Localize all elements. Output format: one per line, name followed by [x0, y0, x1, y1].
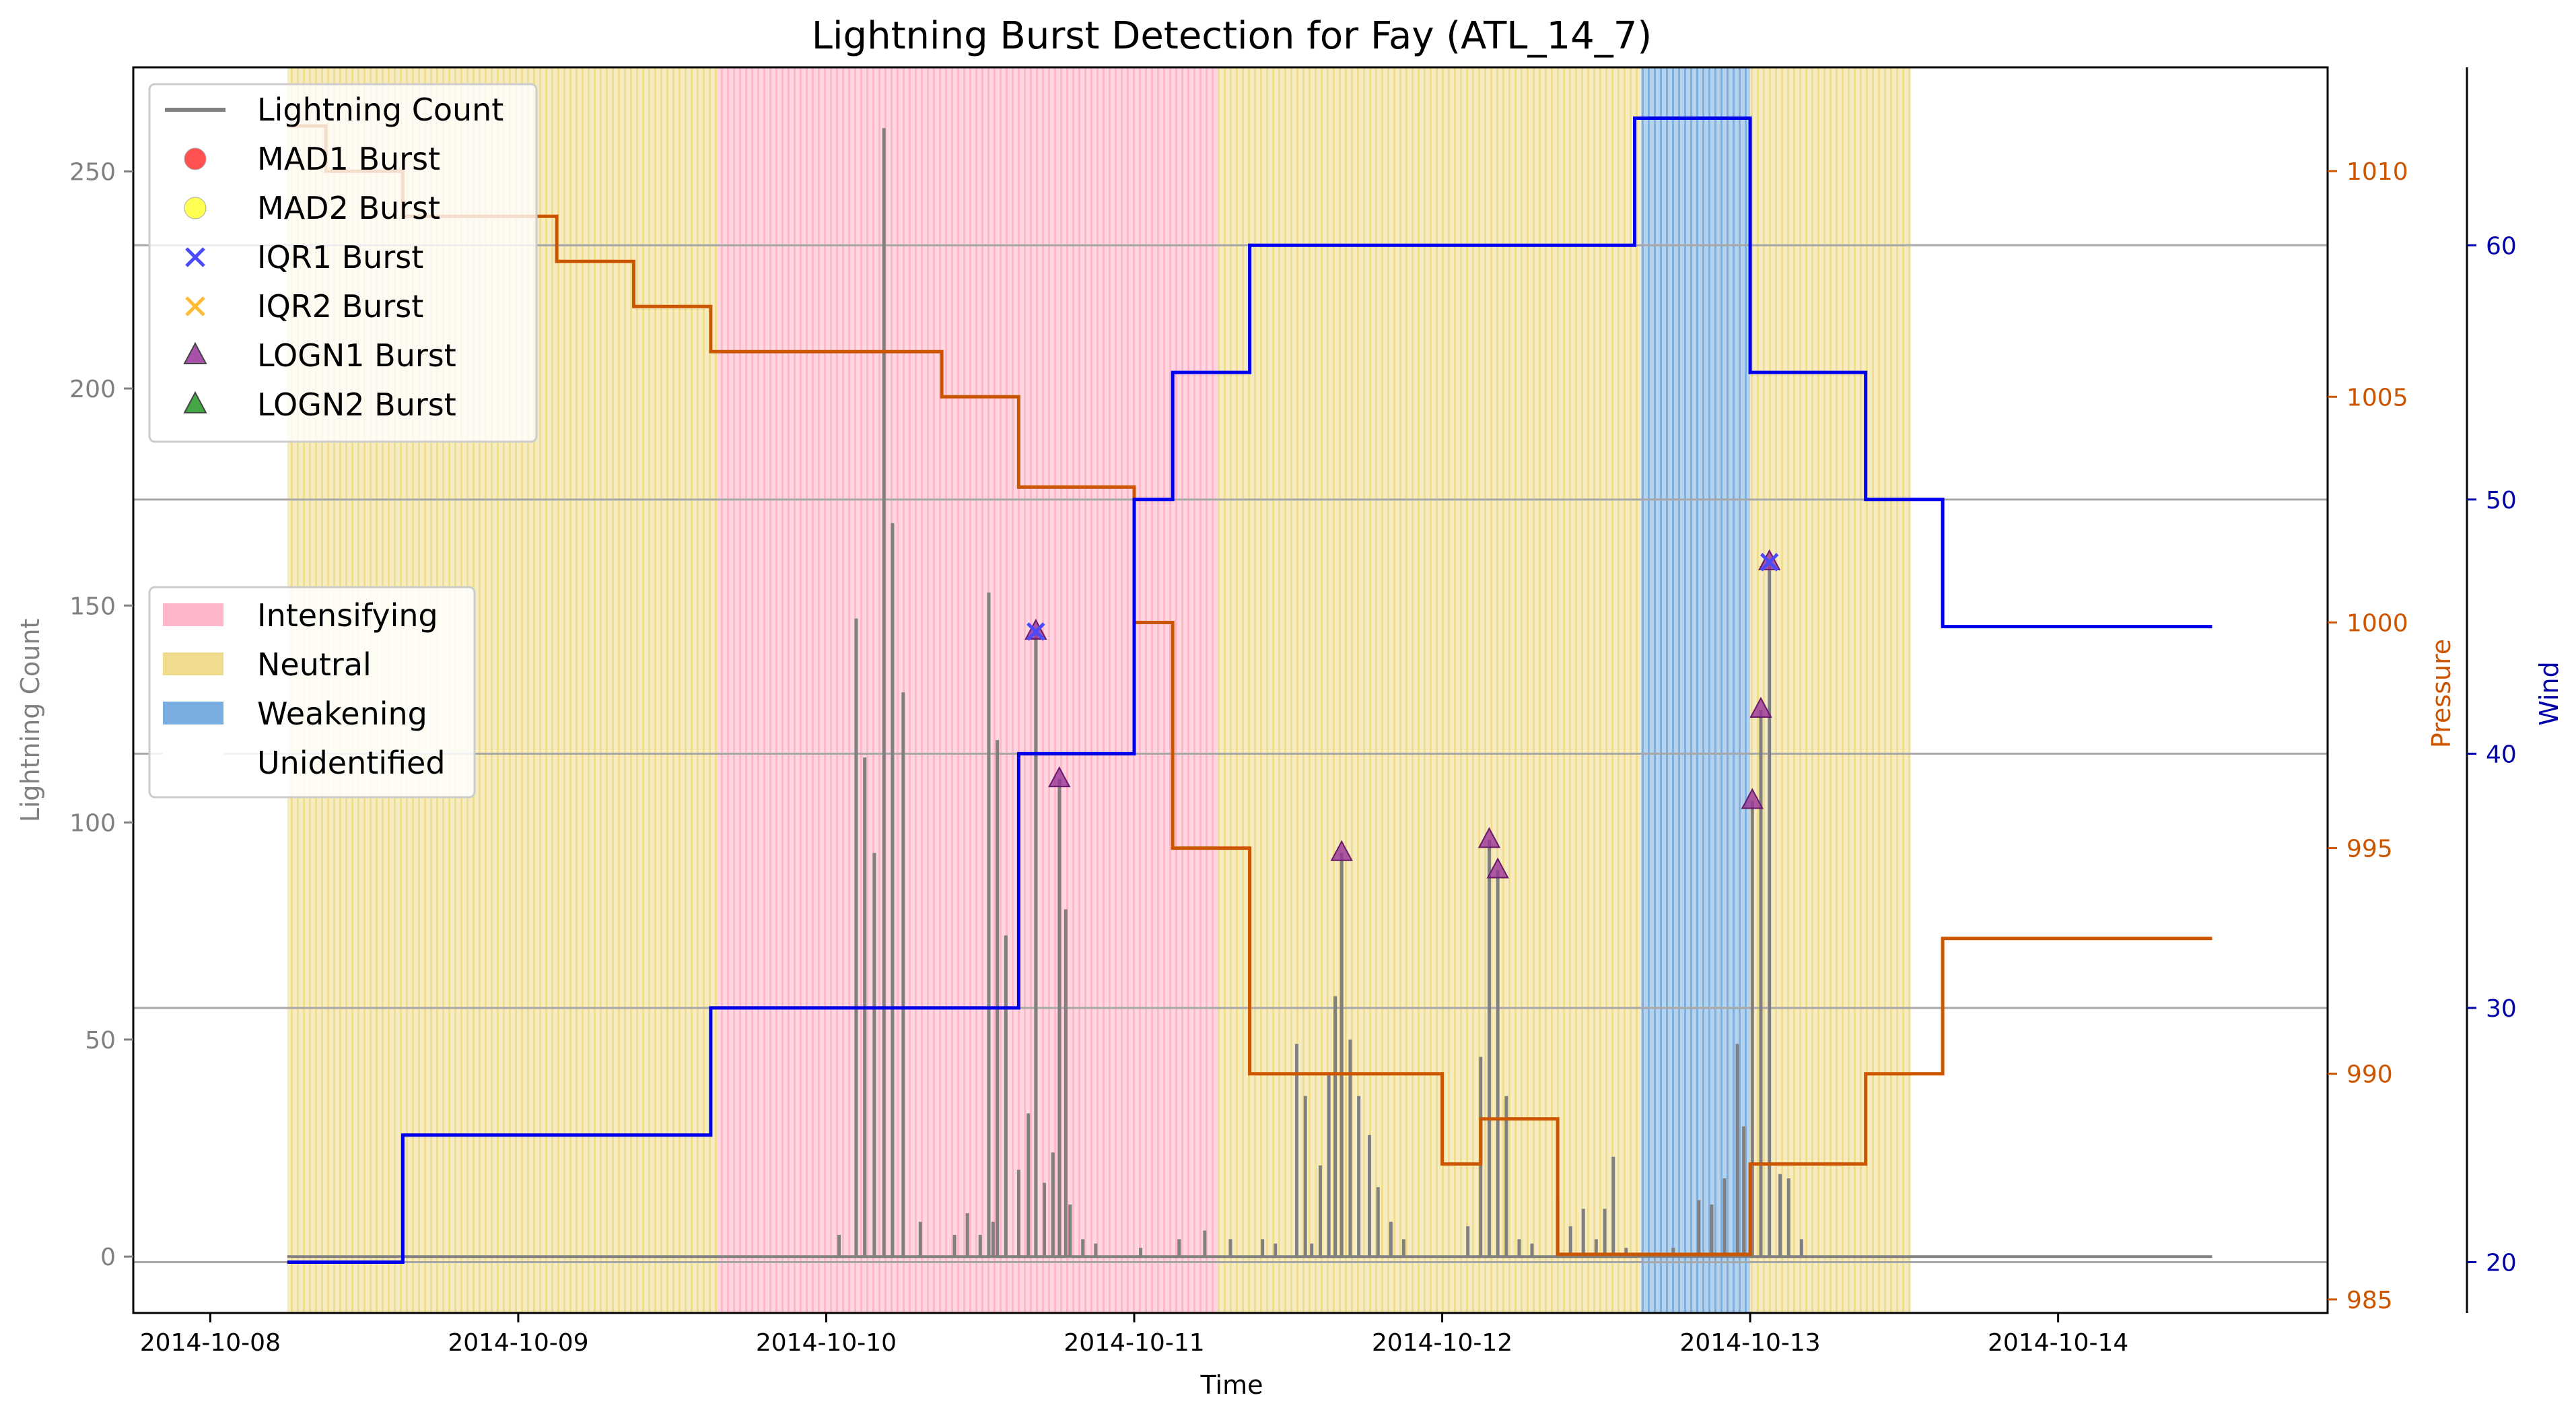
pressure-line — [287, 124, 2213, 1256]
burst-markers-layer — [1024, 549, 1781, 879]
wind-tick-label: 30 — [2486, 995, 2517, 1023]
x-tick-label: 2014-10-10 — [756, 1329, 897, 1357]
phase-legend-label: Neutral — [257, 646, 372, 683]
lightning-tick-label: 150 — [69, 593, 116, 620]
wind-tick-label: 60 — [2486, 232, 2517, 260]
phase-legend-swatch — [163, 702, 223, 724]
legend-marker-triangle — [183, 341, 207, 364]
phase-legend-label: Weakening — [257, 696, 427, 732]
lightning-series-layer — [287, 128, 2213, 1258]
phase-legend: Intensifying Neutral Weakening Unidentified — [148, 586, 476, 799]
x-tick-label: 2014-10-13 — [1679, 1329, 1820, 1357]
legend-label: Lightning Count — [257, 92, 503, 128]
legend-marker-triangle — [183, 391, 207, 413]
y-axis-title-pressure: Pressure — [2427, 639, 2456, 748]
phase-legend-label: Unidentified — [257, 745, 446, 781]
wind-tick-label: 20 — [2486, 1249, 2517, 1277]
logn1-burst-marker-6 — [1741, 788, 1764, 809]
wind-series-layer — [287, 116, 2213, 1264]
legend-label: LOGN2 Burst — [257, 386, 456, 423]
logn1-burst-marker-2 — [1048, 766, 1071, 788]
gridlines-layer — [133, 244, 2328, 1263]
lightning-tick-label: 200 — [69, 376, 116, 403]
legend-label: IQR2 Burst — [257, 288, 423, 325]
y-axis-title-lightning: Lightning Count — [15, 619, 45, 823]
pressure-tick-label: 1000 — [2346, 609, 2408, 637]
phase-legend-swatch — [163, 652, 223, 675]
phase-band-intensifying-1 — [717, 67, 1218, 1313]
lightning-tick-label: 50 — [85, 1027, 116, 1054]
x-tick-label: 2014-10-09 — [448, 1329, 588, 1357]
pressure-tick-label: 990 — [2346, 1061, 2393, 1089]
phase-band-neutral-2 — [1217, 67, 1642, 1313]
wind-tick-label: 50 — [2486, 487, 2517, 514]
legend-marker-x — [185, 296, 205, 316]
pressure-tick-label: 1005 — [2346, 384, 2408, 411]
x-tick-label: 2014-10-14 — [1988, 1329, 2128, 1357]
phase-legend-label: Intensifying — [257, 597, 438, 634]
pressure-tick-label: 985 — [2346, 1287, 2393, 1314]
lightning-tick-label: 100 — [69, 810, 116, 838]
phase-band-weakening-3 — [1641, 67, 1751, 1313]
pressure-tick-label: 1010 — [2346, 158, 2408, 186]
lightning-tick-label: 250 — [69, 159, 116, 187]
x-tick-label: 2014-10-12 — [1372, 1329, 1512, 1357]
legend-label: MAD2 Burst — [257, 190, 440, 226]
logn1-burst-marker-5 — [1486, 857, 1509, 879]
phase-band-neutral-4 — [1750, 67, 1911, 1313]
x-axis-title: Time — [1200, 1370, 1263, 1400]
iqr1-burst-marker-9 — [1760, 553, 1779, 572]
x-tick-label: 2014-10-08 — [140, 1329, 281, 1357]
pressure-series-layer — [287, 124, 2213, 1256]
y-axis-title-wind: Wind — [2534, 661, 2564, 726]
legend-label: IQR1 Burst — [257, 239, 423, 275]
legend-marker-circle — [184, 197, 207, 220]
pressure-tick-label: 995 — [2346, 836, 2393, 863]
logn1-burst-marker-7 — [1749, 696, 1772, 718]
lightning-tick-label: 0 — [100, 1244, 116, 1271]
x-tick-label: 2014-10-11 — [1064, 1329, 1204, 1357]
plot-frame — [132, 66, 2329, 1314]
chart-title: Lightning Burst Detection for Fay (ATL_1… — [812, 14, 1652, 58]
phase-legend-swatch — [163, 751, 223, 774]
series-legend: Lightning Count MAD1 Burst MAD2 Burst IQR1 … — [148, 83, 538, 443]
wind-line — [287, 116, 2213, 1264]
logn1-burst-marker-3 — [1330, 840, 1353, 861]
phase-legend-box — [148, 586, 476, 799]
phase-legend-swatch — [163, 603, 223, 626]
iqr1-burst-marker-1 — [1026, 622, 1045, 641]
wind-tick-label: 40 — [2486, 741, 2517, 768]
legend-marker-x — [185, 247, 205, 267]
legend-label: MAD1 Burst — [257, 141, 440, 177]
series-legend-box — [148, 83, 538, 443]
legend-marker-circle — [184, 147, 207, 170]
logn1-burst-marker-4 — [1477, 827, 1501, 848]
legend-label: LOGN1 Burst — [257, 337, 456, 374]
axes-layer: 2014-10-08 2014-10-09 2014-10-10 2014-10-11… — [69, 66, 2517, 1357]
